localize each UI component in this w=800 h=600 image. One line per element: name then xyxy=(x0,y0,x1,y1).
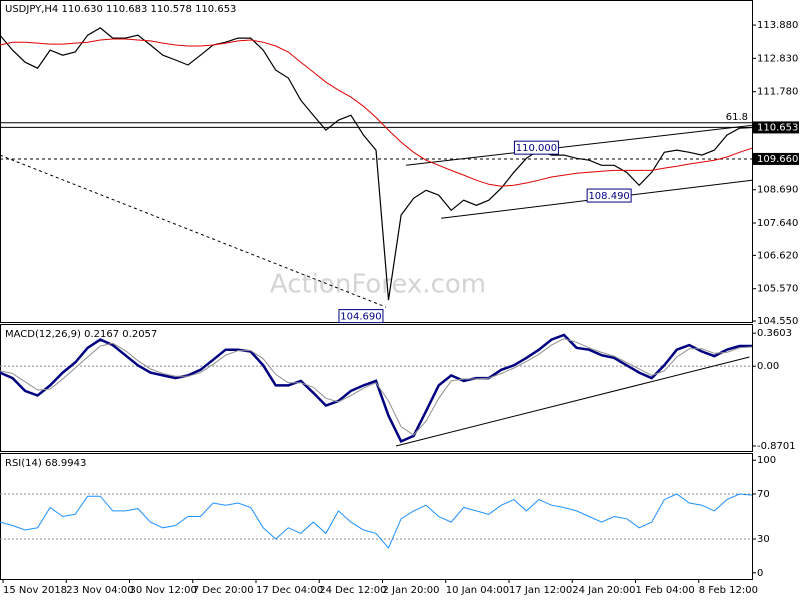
x-tick-label: 8 Feb 12:00 xyxy=(699,585,758,596)
x-tick-label: 24 Dec 12:00 xyxy=(319,585,386,596)
series-line xyxy=(0,38,753,187)
trendline xyxy=(406,124,753,166)
y-tick-label: 113.880 xyxy=(757,20,798,31)
fib-label: 61.8 xyxy=(726,112,748,123)
price-level-box xyxy=(753,152,799,165)
x-tick-label: 17 Dec 04:00 xyxy=(256,585,323,596)
x-tick-label: 15 Nov 2018 xyxy=(3,585,67,596)
y-tick-label: 107.640 xyxy=(757,218,798,229)
y-tick-label: 111.780 xyxy=(757,87,798,98)
x-tick-label: 1 Feb 04:00 xyxy=(635,585,694,596)
watermark: ActionForex.com xyxy=(270,270,486,300)
x-tick-label: 24 Jan 20:00 xyxy=(572,585,635,596)
y-tick-label: 104.550 xyxy=(757,316,798,327)
x-tick-label: 7 Dec 20:00 xyxy=(193,585,254,596)
x-tick-label: 10 Jan 04:00 xyxy=(446,585,509,596)
trendline xyxy=(395,356,750,447)
series-line xyxy=(0,27,753,301)
y-tick-label: 0 xyxy=(757,568,763,579)
price-level-label: 110.653 xyxy=(757,122,798,133)
y-tick-label: 112.830 xyxy=(757,53,798,64)
annotation-box xyxy=(513,140,559,155)
x-tick-label: 23 Nov 04:00 xyxy=(66,585,133,596)
y-tick-label: 0.00 xyxy=(757,361,779,372)
y-tick-label: -0.8701 xyxy=(757,441,796,452)
y-tick-label: 105.570 xyxy=(757,284,798,295)
y-tick-label: 0.3603 xyxy=(757,328,792,339)
annotation-label: 104.690 xyxy=(340,312,381,323)
annotation-label: 110.000 xyxy=(516,143,557,154)
annotation-label: 108.490 xyxy=(588,191,629,202)
chart-title: USDJPY,H4 110.630 110.683 110.578 110.65… xyxy=(5,4,236,15)
x-tick-label: 2 Jan 20:00 xyxy=(382,585,439,596)
price-level-label: 109.660 xyxy=(757,154,798,165)
y-tick-label: 30 xyxy=(757,534,770,545)
annotation-box xyxy=(586,188,632,203)
price-level-box xyxy=(753,121,799,134)
y-tick-label: 70 xyxy=(757,489,770,500)
y-tick-label: 108.690 xyxy=(757,185,798,196)
macd-title: MACD(12,26,9) 0.2167 0.2057 xyxy=(5,329,157,340)
rsi-title: RSI(14) 68.9943 xyxy=(5,458,86,469)
series-line xyxy=(0,493,753,549)
y-tick-label: 106.620 xyxy=(757,250,798,261)
series-line xyxy=(0,338,753,436)
y-tick-label: 100 xyxy=(757,455,776,466)
x-tick-label: 30 Nov 12:00 xyxy=(129,585,196,596)
macd-panel xyxy=(0,324,753,452)
series-line xyxy=(0,333,752,444)
rsi-panel xyxy=(0,453,753,580)
x-tick-label: 17 Jan 12:00 xyxy=(509,585,572,596)
annotation-box xyxy=(338,309,384,324)
